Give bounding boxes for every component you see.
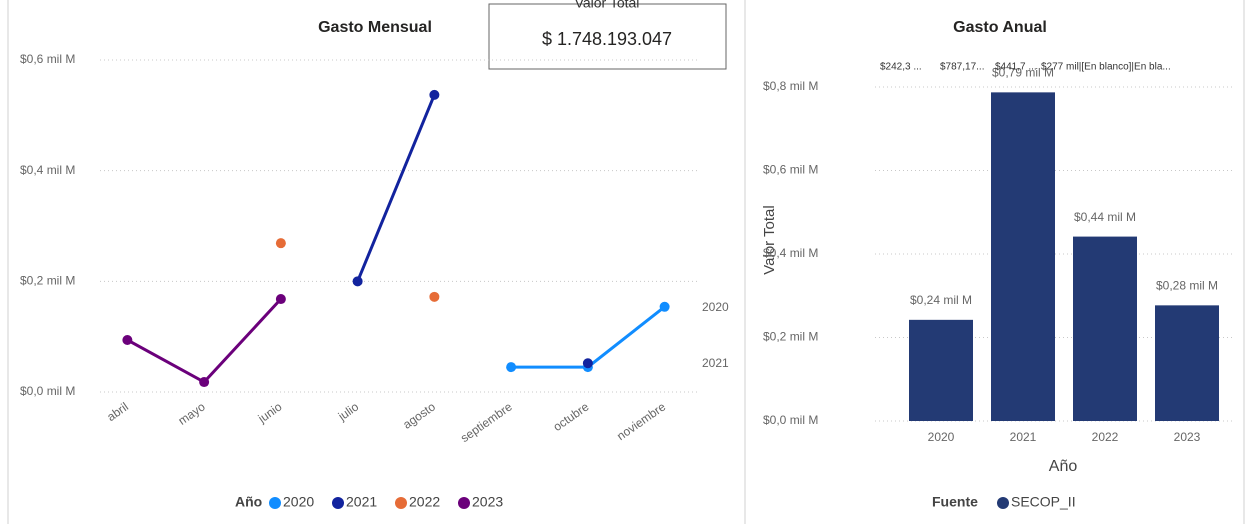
legend-marker (458, 497, 470, 509)
x-tick-label: 2020 (928, 430, 955, 444)
x-tick-label: 2021 (1010, 430, 1037, 444)
data-label: $0,24 mil M (910, 293, 972, 307)
point (199, 377, 210, 388)
chart-title: Gasto Anual (953, 19, 1047, 36)
y-tick-label: $0,0 mil M (20, 384, 75, 398)
point (506, 362, 517, 373)
x-axis-title: Año (1049, 458, 1078, 475)
x-tick-label: julio (335, 399, 362, 423)
x-tick-label: junio (255, 399, 285, 426)
series-line (126, 298, 282, 384)
x-tick-label: mayo (176, 399, 208, 427)
x-tick-label: abril (104, 400, 131, 424)
y-axis-title: Valor Total (761, 205, 778, 275)
x-tick-label: septiembre (458, 399, 515, 445)
y-tick-label: $0,4 mil M (20, 163, 75, 177)
legend-label: 2022 (409, 494, 440, 510)
y-tick-label: $0,4 mil M (763, 246, 818, 260)
top-label: $242,3 ... (880, 62, 922, 73)
data-label: $0,44 mil M (1074, 210, 1136, 224)
y-tick-label: $0,6 mil M (20, 52, 75, 66)
top-label: $787,17... (940, 62, 984, 73)
series-end-label: 2020 (702, 300, 729, 314)
legend-title: Fuente (932, 494, 978, 510)
data-label: $0,79 mil M (992, 66, 1054, 80)
point (659, 301, 670, 312)
legend-marker (269, 497, 281, 509)
series-line (511, 305, 666, 369)
point (582, 358, 593, 369)
top-label: $441,7 ... (995, 62, 1037, 73)
bar (1073, 236, 1137, 421)
legend-label: SECOP_II (1011, 494, 1076, 510)
point (429, 89, 440, 100)
data-label: $0,28 mil M (1156, 279, 1218, 293)
legend-label: 2021 (346, 494, 377, 510)
y-tick-label: $0,6 mil M (763, 163, 818, 177)
card-value: $ 1.748.193.047 (542, 29, 672, 49)
bar (1155, 305, 1219, 421)
y-tick-label: $0,2 mil M (20, 274, 75, 288)
point (122, 334, 133, 345)
x-tick-label: noviembre (614, 399, 668, 443)
legend-marker (332, 497, 344, 509)
bar (909, 319, 973, 421)
chart-title: Gasto Mensual (318, 19, 432, 36)
series-line (358, 95, 588, 363)
y-tick-label: $0,0 mil M (763, 413, 818, 427)
point (275, 238, 286, 249)
card (488, 3, 727, 70)
legend-marker (395, 497, 407, 509)
x-tick-label: 2022 (1092, 430, 1119, 444)
point (429, 291, 440, 302)
x-tick-label: 2023 (1174, 430, 1201, 444)
card-title: Valor Total (575, 0, 640, 11)
legend-label: 2020 (283, 494, 314, 510)
y-tick-label: $0,8 mil M (763, 79, 818, 93)
y-tick-label: $0,2 mil M (763, 330, 818, 344)
legend-label: 2023 (472, 494, 503, 510)
bar (991, 92, 1055, 422)
x-tick-label: octubre (551, 399, 592, 434)
x-tick-label: agosto (400, 399, 438, 431)
top-label: $277 mil|[En blanco]|En bla... (1041, 62, 1171, 73)
point (352, 276, 363, 287)
legend-marker (997, 497, 1009, 509)
legend-title: Año (235, 494, 262, 510)
series-end-label: 2021 (702, 356, 729, 370)
point (275, 294, 286, 305)
